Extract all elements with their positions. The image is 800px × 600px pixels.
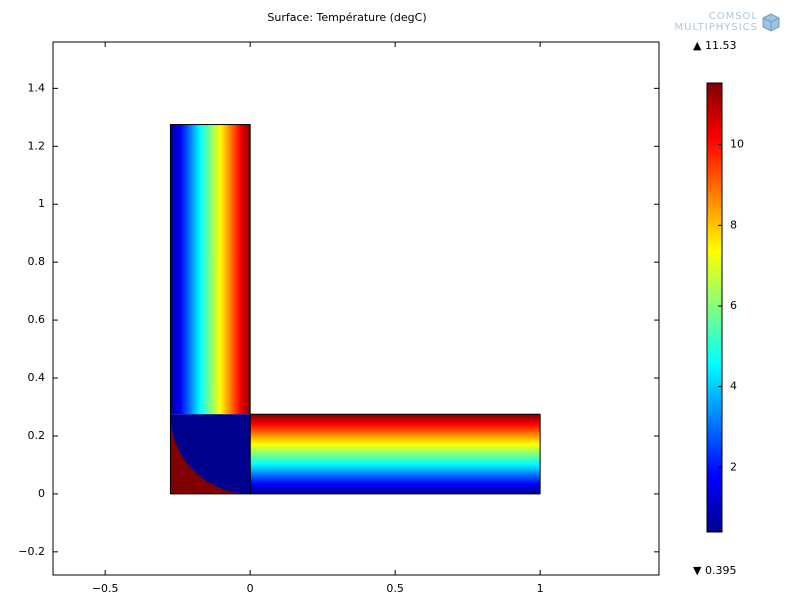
colorbar-tick-label: 6 xyxy=(730,299,737,312)
y-tick-label: 0.4 xyxy=(28,371,46,384)
field xyxy=(170,414,251,494)
chart-title: Surface: Température (degC) xyxy=(267,11,426,24)
colorbar-tick-label: 2 xyxy=(730,460,737,473)
y-tick-label: 1.4 xyxy=(28,81,46,94)
y-tick-label: 0 xyxy=(38,487,45,500)
y-tick-label: 0.6 xyxy=(28,313,46,326)
field xyxy=(170,124,251,415)
x-tick-label: −0.5 xyxy=(92,582,119,595)
colorbar-tick-label: 8 xyxy=(730,218,737,231)
colorbar-max-label: ▲ 11.53 xyxy=(693,39,736,52)
y-tick-label: 1.2 xyxy=(28,139,46,152)
colorbar xyxy=(706,82,723,533)
y-tick-label: 0.2 xyxy=(28,429,46,442)
colorbar-tick-label: 4 xyxy=(730,380,737,393)
plot-frame xyxy=(52,41,660,576)
logo-cube xyxy=(762,13,780,32)
field xyxy=(250,414,541,494)
x-tick-label: 1 xyxy=(537,582,544,595)
domain-boundary xyxy=(249,413,541,495)
logo-line: MULTIPHYSICS xyxy=(675,22,758,33)
domain-boundary xyxy=(169,124,251,495)
y-tick-label: 1 xyxy=(38,197,45,210)
x-tick-label: 0.5 xyxy=(386,582,404,595)
y-tick-label: −0.2 xyxy=(18,545,45,558)
colorbar-min-label: ▼ 0.395 xyxy=(693,564,736,577)
colorbar-tick-label: 10 xyxy=(730,138,744,151)
logo-line: COMSOL xyxy=(709,11,758,22)
y-tick-label: 0.8 xyxy=(28,255,46,268)
x-tick-label: 0 xyxy=(247,582,254,595)
